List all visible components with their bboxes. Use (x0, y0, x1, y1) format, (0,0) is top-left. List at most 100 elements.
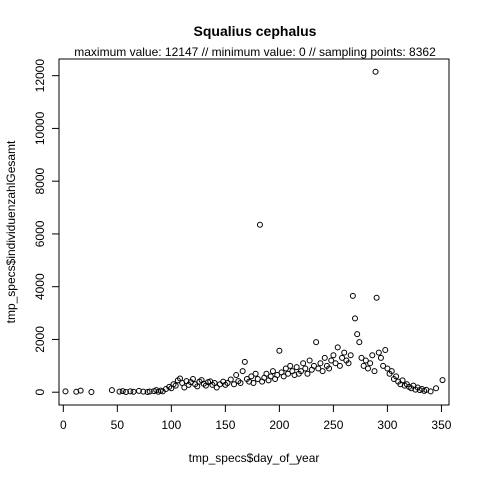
data-point (146, 388, 153, 395)
data-point (130, 388, 137, 395)
data-point (213, 384, 220, 391)
data-point (330, 352, 337, 359)
data-point (332, 360, 339, 367)
data-point (380, 362, 387, 369)
data-point (276, 347, 283, 354)
data-point (135, 387, 142, 394)
data-point (116, 388, 123, 395)
data-point (375, 349, 382, 356)
x-tick-label: 200 (269, 418, 289, 432)
data-point (356, 339, 363, 346)
data-point (319, 368, 326, 375)
data-point (122, 388, 129, 395)
data-point (224, 379, 231, 386)
data-point (250, 379, 257, 386)
data-point (427, 388, 434, 395)
y-axis: 0 2000 4000 6000 8000 10000 12000 (33, 59, 60, 396)
data-point (399, 377, 406, 384)
data-point (172, 382, 179, 389)
data-point (144, 388, 151, 395)
y-tick-label: 0 (33, 389, 47, 396)
data-point (328, 357, 335, 364)
x-axis: 0 50 100 150 200 250 300 350 (60, 404, 452, 432)
chart-title: Squalius cephalus (194, 23, 317, 39)
data-point (384, 365, 391, 372)
data-points (62, 68, 446, 395)
data-point (306, 357, 313, 364)
x-tick-label: 0 (60, 418, 67, 432)
data-point (194, 383, 201, 390)
data-point (347, 352, 354, 359)
data-point (369, 352, 376, 359)
data-point (362, 357, 369, 364)
data-point (274, 372, 281, 379)
chart-subtitle: maximum value: 12147 // minimum value: 0… (74, 45, 436, 59)
data-point (267, 373, 274, 380)
data-point (248, 373, 255, 380)
data-point (300, 360, 307, 367)
y-tick-label: 2000 (33, 326, 47, 353)
x-tick-label: 250 (323, 418, 343, 432)
data-point (280, 373, 287, 380)
data-point (393, 373, 400, 380)
data-point (119, 388, 126, 395)
data-point (367, 360, 374, 367)
data-point (282, 365, 289, 372)
data-point (339, 354, 346, 361)
data-point (341, 349, 348, 356)
x-tick-label: 100 (161, 418, 181, 432)
y-axis-label: tmp_specs$individuenzahlGesamt (4, 140, 18, 323)
data-point (388, 368, 395, 375)
data-point (439, 377, 446, 384)
data-point (382, 347, 389, 354)
data-point (263, 370, 270, 377)
data-point (345, 360, 352, 367)
data-point (304, 370, 311, 377)
data-point (349, 292, 356, 299)
data-point (334, 344, 341, 351)
data-point (252, 370, 259, 377)
data-point (364, 365, 371, 372)
data-point (88, 388, 95, 395)
data-point (315, 365, 322, 372)
data-point (321, 354, 328, 361)
data-point (227, 376, 234, 383)
data-point (233, 372, 240, 379)
data-point (372, 68, 379, 75)
data-point (313, 339, 320, 346)
data-point (336, 362, 343, 369)
data-point (189, 376, 196, 383)
y-tick-label: 10000 (33, 111, 47, 145)
data-point (302, 365, 309, 372)
data-point (239, 368, 246, 375)
data-point (354, 331, 361, 338)
data-point (108, 387, 115, 394)
data-point (352, 315, 359, 322)
data-point (297, 368, 304, 375)
y-tick-label: 4000 (33, 273, 47, 300)
data-point (237, 379, 244, 386)
data-point (127, 388, 134, 395)
data-point (287, 362, 294, 369)
data-point (358, 354, 365, 361)
data-point (360, 362, 367, 369)
y-tick-label: 8000 (33, 168, 47, 195)
y-tick-label: 12000 (33, 59, 47, 93)
data-point (269, 368, 276, 375)
x-tick-label: 150 (215, 418, 235, 432)
x-axis-label: tmp_specs$day_of_year (189, 451, 320, 465)
data-point (317, 360, 324, 367)
data-point (254, 376, 261, 383)
data-point (326, 365, 333, 372)
x-tick-label: 350 (431, 418, 451, 432)
data-point (373, 294, 380, 301)
y-tick-label: 6000 (33, 220, 47, 247)
data-point (77, 387, 84, 394)
data-point (62, 388, 69, 395)
data-point (371, 368, 378, 375)
data-point (181, 384, 188, 391)
data-point (310, 362, 317, 369)
data-point (256, 221, 263, 228)
data-point (241, 358, 248, 365)
